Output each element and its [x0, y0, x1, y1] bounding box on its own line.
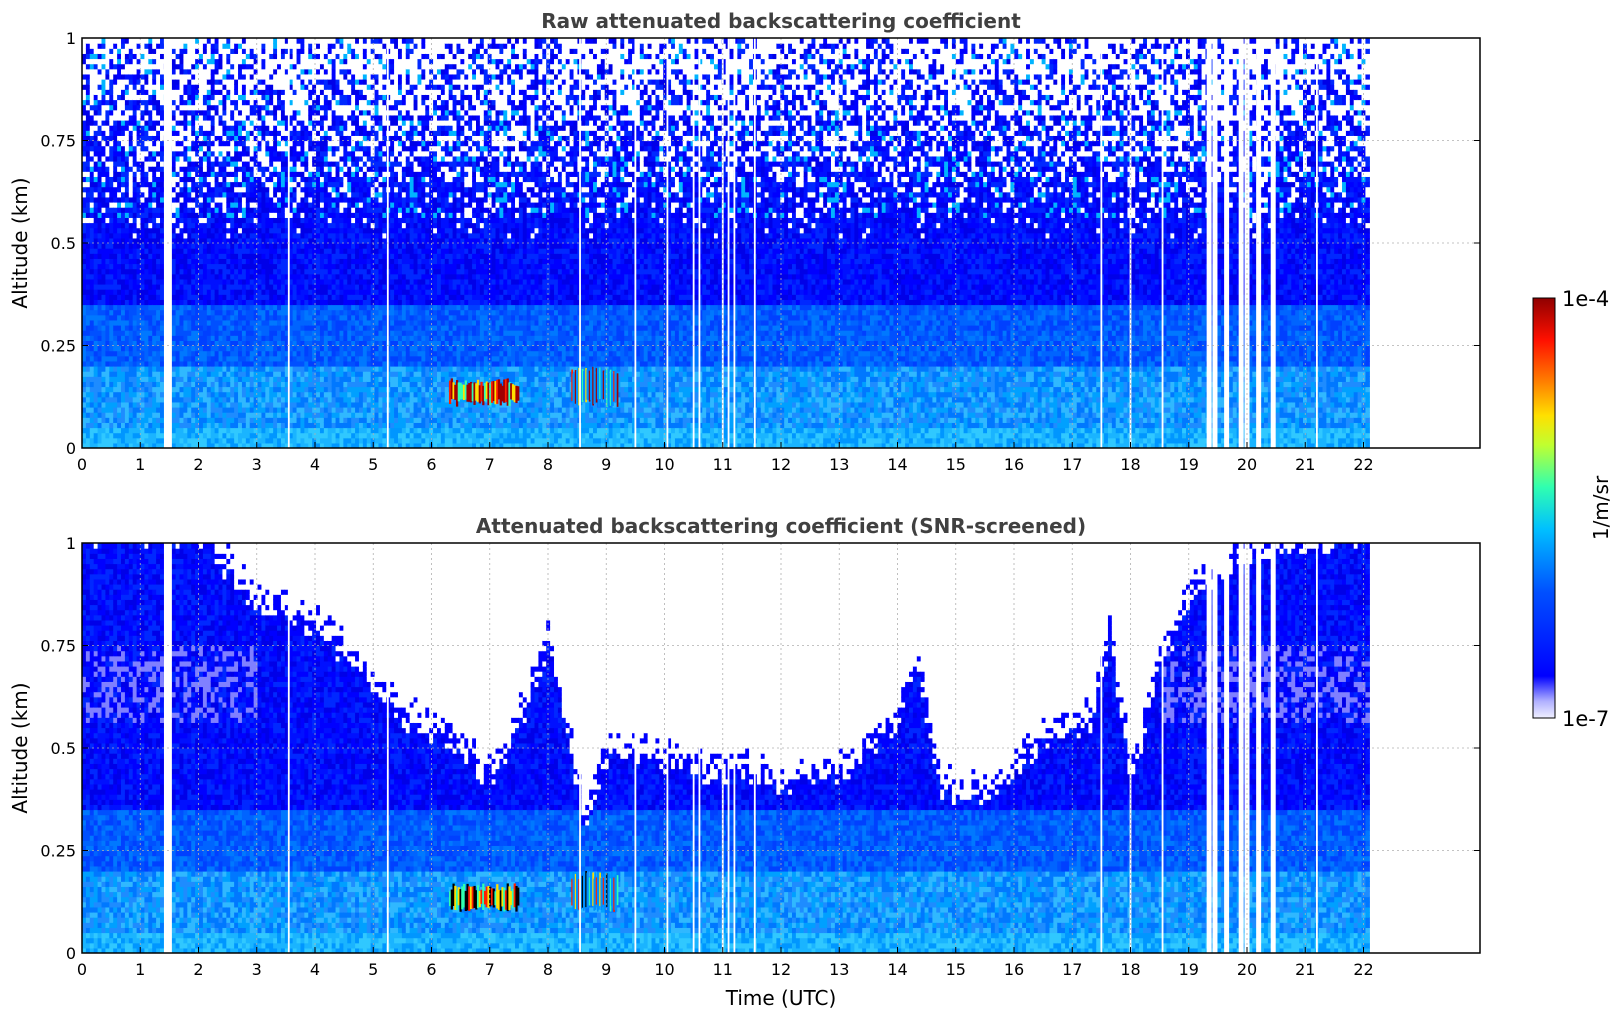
x-tick-label: 13 — [829, 960, 849, 979]
x-tick-label: 12 — [771, 455, 791, 474]
x-tick-label: 12 — [771, 960, 791, 979]
x-tick-label: 2 — [193, 960, 203, 979]
x-tick-label: 20 — [1237, 455, 1257, 474]
x-tick-label: 4 — [310, 960, 320, 979]
x-tick-label: 8 — [543, 455, 553, 474]
x-tick-label: 19 — [1179, 455, 1199, 474]
x-tick-label: 17 — [1062, 960, 1082, 979]
x-tick-label: 13 — [829, 455, 849, 474]
y-tick-label: 0.75 — [40, 132, 76, 151]
x-tick-label: 11 — [713, 455, 733, 474]
y-tick-label: 0.75 — [40, 637, 76, 656]
y-tick-label: 0.5 — [51, 739, 76, 758]
y-tick-label: 1 — [66, 29, 76, 48]
x-tick-label: 19 — [1179, 960, 1199, 979]
x-tick-label: 17 — [1062, 455, 1082, 474]
x-tick-label: 21 — [1295, 960, 1315, 979]
x-tick-label: 21 — [1295, 455, 1315, 474]
x-tick-label: 16 — [1004, 960, 1024, 979]
x-tick-label: 0 — [77, 960, 87, 979]
x-tick-label: 7 — [485, 455, 495, 474]
x-tick-label: 22 — [1353, 455, 1373, 474]
x-tick-label: 20 — [1237, 960, 1257, 979]
x-tick-label: 10 — [654, 455, 674, 474]
snr-screened-panel: Attenuated backscattering coefficient (S… — [8, 514, 1480, 1010]
x-tick-label: 14 — [887, 455, 907, 474]
colorbar: 1e-4 1e-7 1/m/sr — [1533, 287, 1613, 731]
x-tick-label: 2 — [193, 455, 203, 474]
x-tick-label: 15 — [946, 960, 966, 979]
panel1-heatmap — [82, 38, 1370, 449]
colorbar-gradient — [1533, 298, 1555, 718]
x-tick-label: 1 — [135, 960, 145, 979]
y-tick-label: 0.25 — [40, 337, 76, 356]
colorbar-max-label: 1e-4 — [1562, 287, 1609, 311]
x-tick-label: 0 — [77, 455, 87, 474]
x-tick-label: 6 — [426, 960, 436, 979]
x-tick-label: 14 — [887, 960, 907, 979]
x-axis-label: Time (UTC) — [725, 986, 837, 1010]
panel2-title: Attenuated backscattering coefficient (S… — [476, 514, 1086, 538]
y-tick-label: 0 — [66, 944, 76, 963]
y-tick-label: 0.5 — [51, 234, 76, 253]
colorbar-unit-label: 1/m/sr — [1589, 475, 1613, 540]
x-tick-label: 3 — [252, 455, 262, 474]
x-tick-label: 16 — [1004, 455, 1024, 474]
x-tick-label: 9 — [601, 455, 611, 474]
x-tick-label: 4 — [310, 455, 320, 474]
y-tick-label: 0 — [66, 439, 76, 458]
panel1-title: Raw attenuated backscattering coefficien… — [541, 9, 1021, 33]
x-tick-label: 9 — [601, 960, 611, 979]
x-tick-label: 15 — [946, 455, 966, 474]
x-tick-label: 6 — [426, 455, 436, 474]
x-tick-label: 10 — [654, 960, 674, 979]
panel2-heatmap — [82, 543, 1370, 954]
x-tick-label: 11 — [713, 960, 733, 979]
x-tick-label: 3 — [252, 960, 262, 979]
x-tick-label: 8 — [543, 960, 553, 979]
x-tick-label: 7 — [485, 960, 495, 979]
colorbar-min-label: 1e-7 — [1562, 707, 1609, 731]
x-tick-label: 22 — [1353, 960, 1373, 979]
x-tick-label: 1 — [135, 455, 145, 474]
x-tick-label: 5 — [368, 455, 378, 474]
x-tick-label: 18 — [1120, 960, 1140, 979]
x-tick-label: 5 — [368, 960, 378, 979]
panel2-y-label: Altitude (km) — [8, 682, 32, 813]
y-tick-label: 0.25 — [40, 842, 76, 861]
x-tick-label: 18 — [1120, 455, 1140, 474]
raw-backscatter-panel: Raw attenuated backscattering coefficien… — [8, 9, 1480, 474]
panel1-y-label: Altitude (km) — [8, 177, 32, 308]
y-tick-label: 1 — [66, 534, 76, 553]
